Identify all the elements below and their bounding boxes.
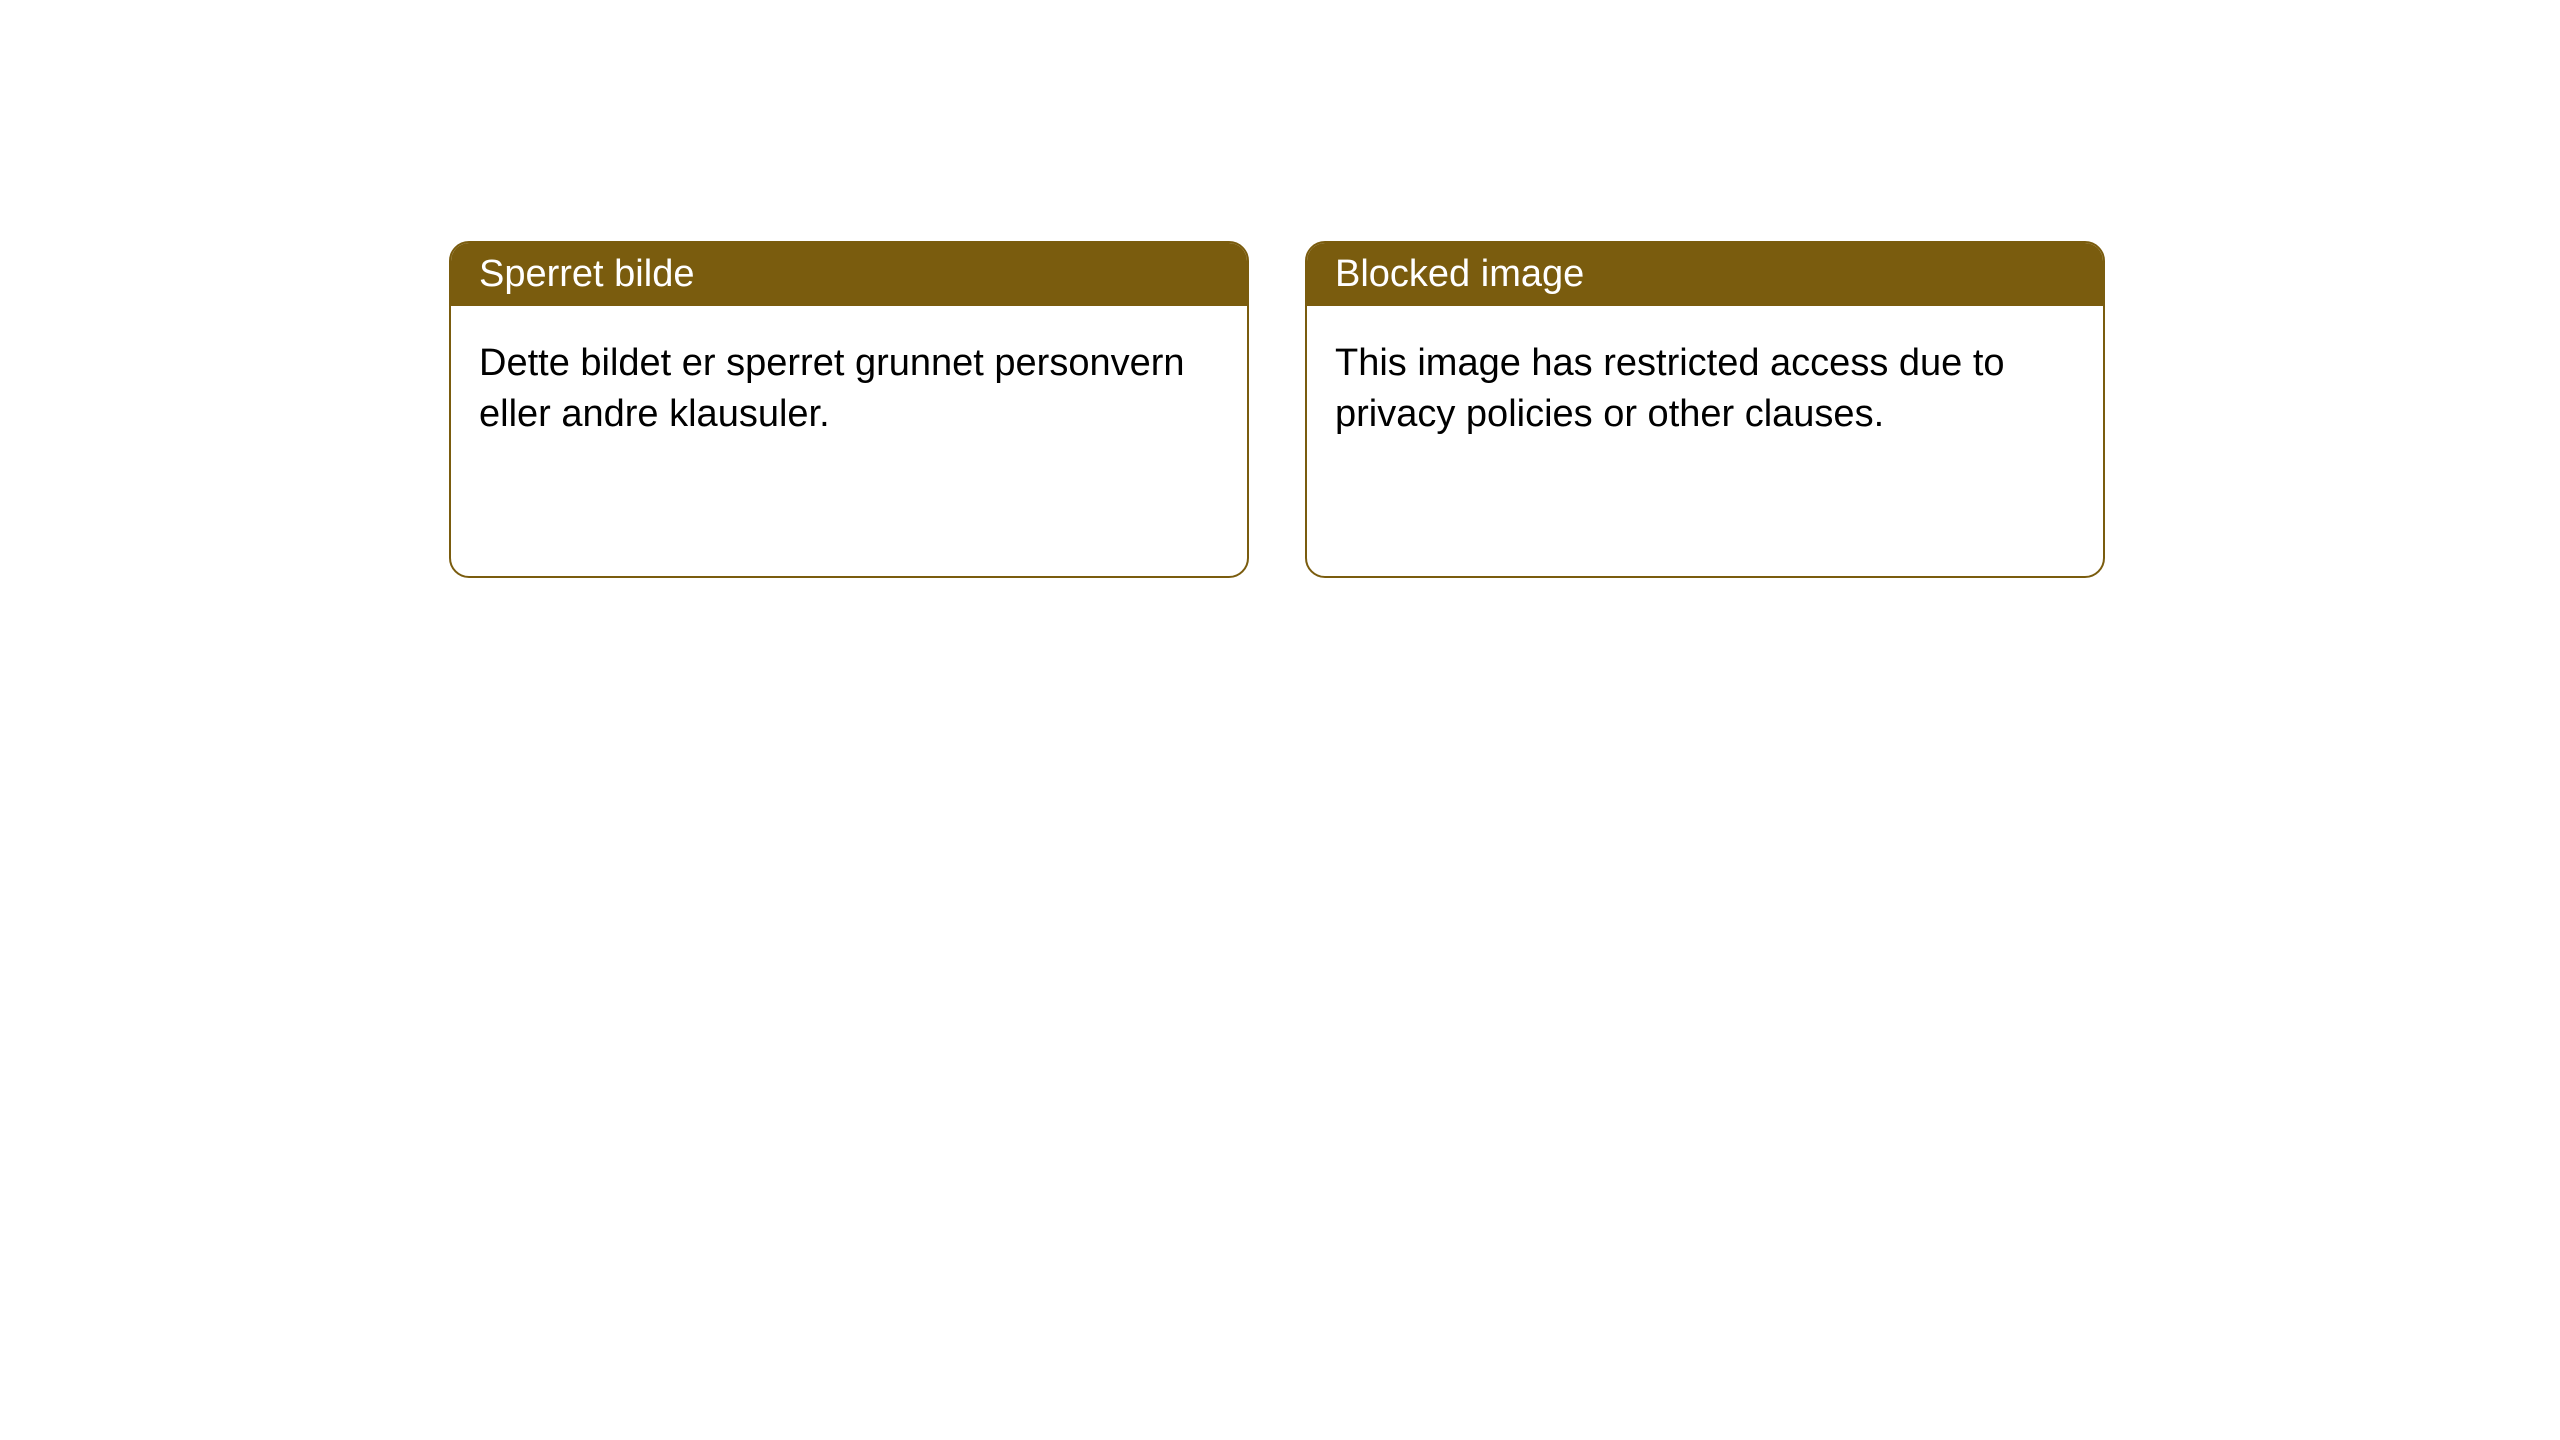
notice-card-body-en: This image has restricted access due to …: [1307, 306, 2103, 576]
notice-cards-container: Sperret bilde Dette bildet er sperret gr…: [449, 241, 2105, 578]
notice-card-header-no: Sperret bilde: [451, 243, 1247, 306]
notice-card-no: Sperret bilde Dette bildet er sperret gr…: [449, 241, 1249, 578]
notice-title-no: Sperret bilde: [479, 253, 694, 295]
notice-text-en: This image has restricted access due to …: [1335, 342, 2005, 435]
notice-card-body-no: Dette bildet er sperret grunnet personve…: [451, 306, 1247, 576]
notice-title-en: Blocked image: [1335, 253, 1584, 295]
notice-card-en: Blocked image This image has restricted …: [1305, 241, 2105, 578]
notice-card-header-en: Blocked image: [1307, 243, 2103, 306]
notice-text-no: Dette bildet er sperret grunnet personve…: [479, 342, 1185, 435]
